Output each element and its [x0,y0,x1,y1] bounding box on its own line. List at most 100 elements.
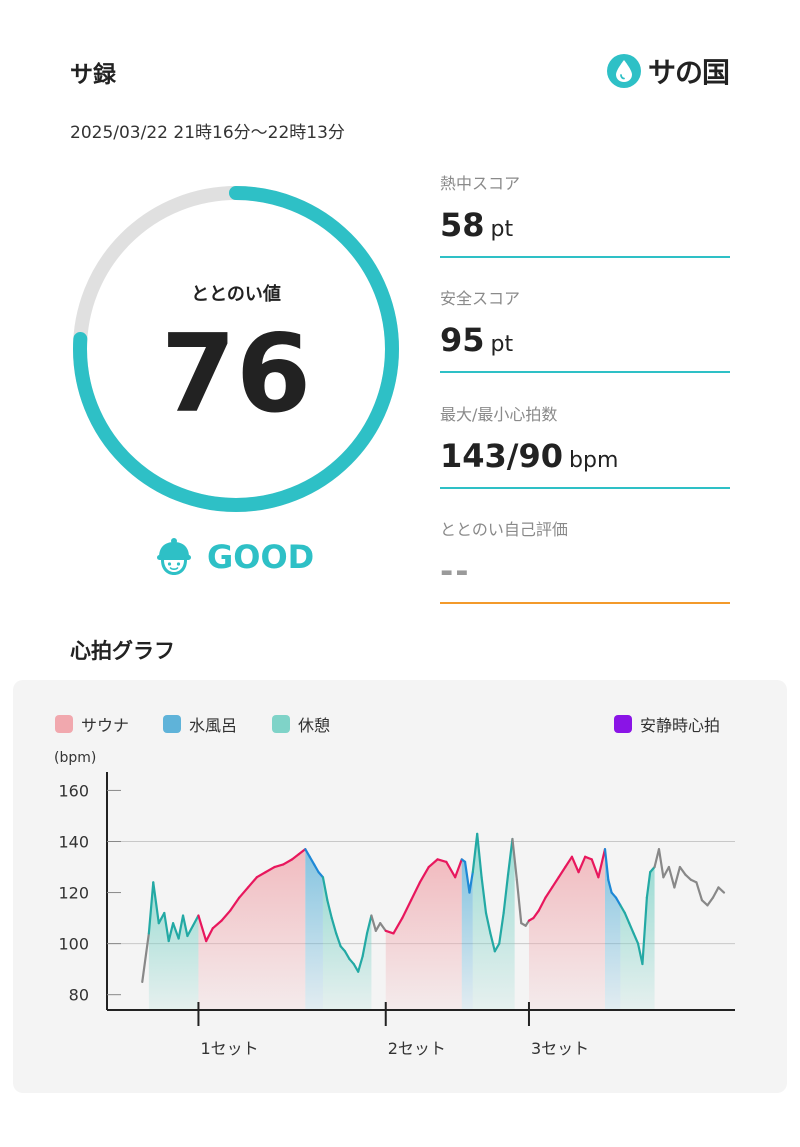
y-tick-label: 160 [58,781,89,800]
heart-rate-segment [157,911,166,925]
heart-rate-segment [454,858,463,879]
heart-rate-segment [557,865,567,879]
heart-rate-segment [678,865,687,876]
page-title: サ録 [70,62,116,88]
y-tick-label: 120 [58,884,89,903]
heart-rate-segment [211,919,223,930]
heart-rate-segment [515,878,523,925]
legend-label: 水風呂 [189,716,238,735]
heart-rate-segment [409,881,421,902]
heart-rate-segment [493,942,501,953]
heart-rate-segment [468,871,474,894]
heart-rate-segment [255,871,267,879]
heart-rate-segment [238,886,250,899]
heart-rate-segment [317,871,325,879]
stat-heat-score: 熱中スコア 58 pt [440,170,730,258]
heart-rate-segment [614,896,622,907]
heart-rate-segment [297,848,307,856]
heart-rate-segment [684,873,693,881]
heart-rate-segment [205,927,214,943]
legend-label: 休憩 [298,716,331,735]
sauna-hat-face-icon [157,538,191,575]
y-tick-label: 100 [58,935,89,954]
heart-rate-segment [544,886,554,899]
gauge-value: 76 [160,312,312,437]
heart-rate-segment [717,886,726,894]
brand-logo: サの国 [606,54,730,89]
heart-rate-segment [603,848,610,881]
phase-area-rest [472,833,515,1010]
heart-rate-segment [653,848,661,869]
heart-rate-segment [197,914,208,943]
rating-text: GOOD [207,538,315,576]
heart-rate-segment [335,932,342,948]
rating-badge: GOOD [155,532,314,582]
heart-rate-segment [246,876,258,889]
stat-heart-rate: 最大/最小心拍数 143/90 bpm [440,401,730,489]
heart-rate-segment [445,860,457,879]
stat-label: 熱中スコア [440,174,521,193]
heart-rate-segment [370,914,377,932]
heart-rate-segment [418,865,430,884]
heart-rate-segment [537,896,547,912]
heart-rate-segment [392,916,404,935]
heart-rate-segment [330,916,338,935]
phase-area-sauna [385,859,462,1010]
phase-area-cold [305,849,323,1010]
heart-rate-segment [480,876,488,915]
heart-rate-segment [436,858,448,864]
phase-area-rest [322,877,372,1010]
heart-rate-segment [374,922,382,932]
stat-unit: pt [490,217,514,242]
heart-rate-segment [172,922,180,940]
x-tick-label: 1セット [200,1039,258,1058]
heart-rate-segment [163,911,170,943]
heart-rate-segment [339,945,347,953]
heart-rate-segment [700,899,709,907]
session-datetime: 2025/03/22 21時16分〜22時13分 [70,123,345,143]
legend-swatch [55,715,73,733]
heart-rate-segment [343,950,351,961]
heart-rate-segment [379,922,387,932]
phase-area-rest [148,882,199,1010]
legend-sauna: サウナ [55,712,129,736]
heart-rate-segment [152,881,160,925]
stat-label: ととのい自己評価 [440,520,568,539]
heart-rate-segment [551,876,560,889]
gauge-label: ととのい値 [191,284,281,305]
stat-self-rating[interactable]: ととのい自己評価 -- [440,516,730,604]
heart-rate-segment [502,873,510,915]
divider [440,602,730,604]
heart-rate-segment [564,855,574,869]
heart-rate-segment [177,914,185,940]
heart-rate-segment [463,860,471,894]
heart-rate-segment [597,848,607,879]
heart-rate-segment [304,848,311,858]
heart-rate-segment [506,837,514,876]
y-tick-label: 80 [69,986,89,1005]
stat-value: 143/90 [440,437,564,475]
y-tick-label: 140 [58,832,89,851]
chart-card [13,680,787,1093]
legend-label: サウナ [81,716,130,735]
heart-rate-segment [498,911,505,945]
stat-value: 95 [440,321,485,359]
divider [440,256,730,258]
heart-rate-segment [313,863,320,874]
heart-rate-segment [147,881,155,935]
legend-label: 安静時心拍 [640,716,721,735]
phase-area-sauna [528,849,605,1010]
divider [440,371,730,373]
stat-label: 安全スコア [440,289,521,308]
heart-rate-segment [484,911,492,935]
heart-rate-segment [673,865,682,889]
stat-value: -- [440,552,471,590]
heart-rate-segment [628,922,635,935]
heart-rate-segment [532,909,540,920]
heart-rate-segment [141,932,150,984]
stat-label: 最大/最小心拍数 [440,405,558,424]
stat-unit: bpm [569,448,619,473]
heart-rate-segment [662,865,670,879]
heart-rate-segment [308,855,316,866]
heart-rate-segment [384,929,395,935]
